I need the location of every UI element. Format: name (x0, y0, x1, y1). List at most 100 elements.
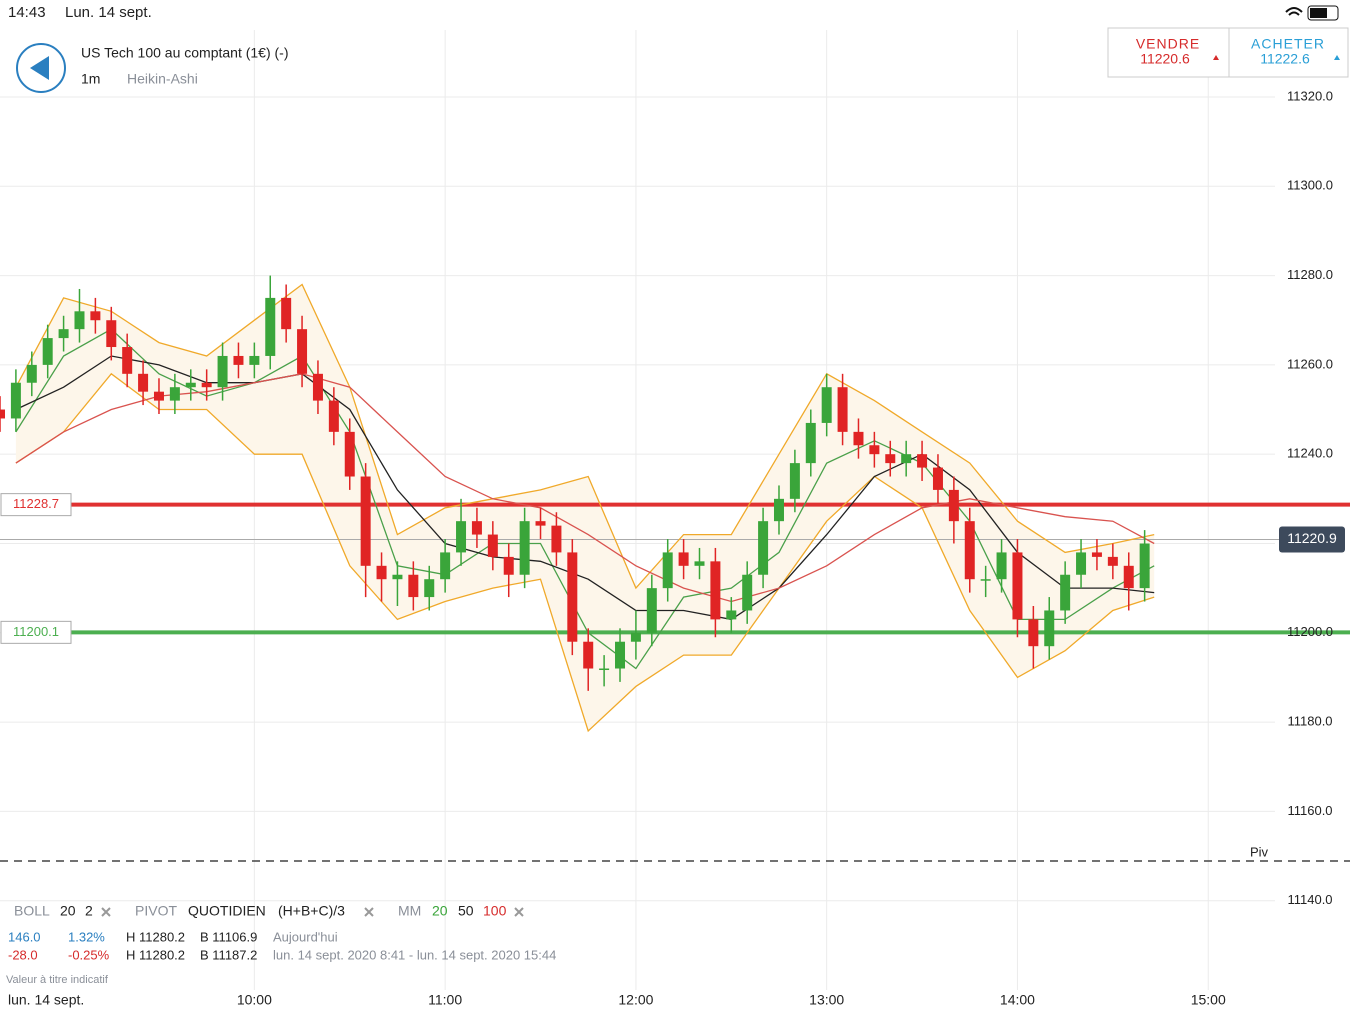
candle-body (1012, 552, 1023, 620)
y-tick-label: 11200.0 (1287, 624, 1333, 639)
candle-body (106, 320, 117, 348)
candle-body (789, 463, 800, 499)
quote-frame (1107, 27, 1349, 78)
pivot-formula: (H+B+C)/3 (278, 903, 345, 919)
candle-body (901, 454, 912, 464)
candle-body (567, 552, 578, 642)
candle-body (312, 373, 323, 401)
candle-body (440, 552, 451, 580)
candle-body (694, 561, 705, 566)
candle-body (710, 561, 721, 620)
candle-body (42, 338, 53, 365)
candle-body (583, 641, 594, 669)
x-tick-label: 15:00 (1191, 992, 1226, 1008)
candle-body (1091, 552, 1102, 557)
header: US Tech 100 au comptant (1€) (-) 1m Heik… (16, 43, 289, 93)
x-axis-date: lun. 14 sept. (8, 992, 84, 1008)
candle-body (535, 521, 546, 526)
candle-body (1028, 619, 1039, 647)
candle-body (678, 552, 689, 566)
candle-body (742, 574, 753, 611)
interval[interactable]: 1m (81, 71, 100, 87)
candle-body (551, 525, 562, 553)
candle-body (932, 467, 943, 490)
y-tick-label: 11280.0 (1287, 267, 1333, 282)
pivot-period: QUOTIDIEN (188, 903, 266, 919)
buy-price[interactable]: 11222.6 (1260, 51, 1310, 67)
candle-body (249, 355, 260, 365)
high: H 11280.2 (126, 947, 185, 962)
candle-body (487, 534, 498, 557)
status-time: 14:43 (8, 4, 46, 21)
candle-body (201, 382, 212, 388)
candle-body (138, 373, 149, 392)
current-price-tag (1279, 526, 1345, 553)
quote-box: VENDRE 11220.6 ACHETER 11222.6 (1107, 27, 1349, 78)
mm-period: 100 (483, 903, 507, 919)
boll-name[interactable]: BOLL (14, 903, 50, 919)
pivot-label: Piv (1250, 844, 1269, 859)
back-arrow (30, 56, 49, 80)
candle-body (869, 445, 880, 455)
candle-body (853, 431, 864, 446)
y-tick-label: 11180.0 (1287, 714, 1332, 729)
sell-price[interactable]: 11220.6 (1140, 51, 1190, 67)
level-label: 11200.1 (13, 624, 59, 639)
candle-body (1139, 543, 1150, 589)
candle-body (185, 382, 196, 388)
candle-body (1076, 552, 1087, 575)
x-tick-label: 12:00 (618, 992, 653, 1008)
candle-body (392, 574, 403, 580)
plot (0, 30, 1350, 990)
candle-body (726, 610, 737, 620)
y-tick-label: 11300.0 (1287, 178, 1333, 193)
candle-body (805, 422, 816, 464)
candle-body (980, 579, 991, 581)
buy-arrow (1334, 55, 1340, 60)
mm-period: 20 (432, 903, 448, 919)
boll-period: 20 (60, 903, 76, 919)
y-tick-label: 11160.0 (1287, 803, 1332, 818)
chart-style[interactable]: Heikin-Ashi (127, 71, 198, 87)
overlay-line (15, 372, 1155, 733)
period: Aujourd'hui (273, 929, 338, 944)
candle-body (964, 521, 975, 580)
candle-body (360, 476, 371, 566)
buy-label[interactable]: ACHETER (1251, 36, 1325, 52)
candle-body (408, 574, 419, 598)
x-tick-label: 10:00 (237, 992, 272, 1008)
y-tick-label: 11260.0 (1287, 356, 1333, 371)
candle-body (1060, 574, 1071, 611)
remove-icon[interactable] (514, 907, 524, 917)
battery-level (1310, 8, 1327, 18)
candle-body (344, 431, 355, 477)
candle-body (153, 391, 164, 401)
candle-body (424, 579, 435, 598)
candle-body (1123, 565, 1134, 589)
candle-body (1044, 610, 1055, 647)
sell-label[interactable]: VENDRE (1136, 36, 1200, 52)
candle-body (74, 311, 85, 330)
x-tick-label: 11:00 (428, 992, 462, 1008)
candle-body (90, 311, 101, 321)
change-percent: -0.25% (68, 947, 110, 962)
mm-period: 50 (458, 903, 474, 919)
candle-body (885, 454, 896, 464)
remove-icon[interactable] (101, 907, 111, 917)
change: -28.0 (8, 947, 38, 962)
mm-name[interactable]: MM (398, 903, 421, 919)
level-label: 11228.7 (13, 496, 59, 511)
status-date: Lun. 14 sept. (65, 4, 152, 21)
candle-body (519, 521, 530, 575)
pivot-name[interactable]: PIVOT (135, 903, 177, 919)
remove-icon[interactable] (364, 907, 374, 917)
current-price-label: 11220.9 (1287, 530, 1337, 546)
y-tick-label: 11320.0 (1287, 88, 1333, 103)
instrument-title: US Tech 100 au comptant (1€) (-) (81, 45, 289, 61)
candle-body (837, 387, 848, 432)
candle-body (758, 521, 769, 575)
note: Valeur à titre indicatif (6, 974, 109, 986)
x-tick-label: 14:00 (1000, 992, 1035, 1008)
overlay-line (15, 283, 1155, 590)
candle-body (122, 347, 133, 374)
